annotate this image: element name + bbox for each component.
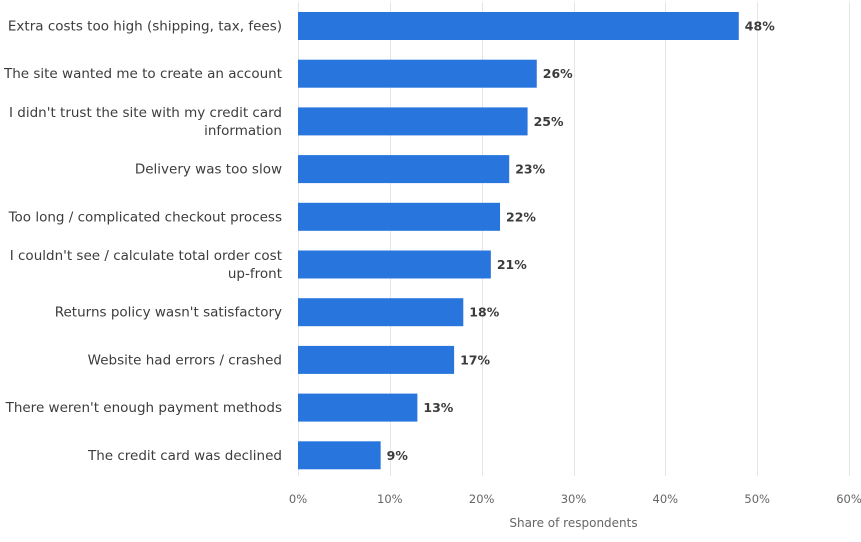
bars: [298, 12, 739, 470]
category-label: I couldn't see / calculate total order c…: [10, 248, 282, 264]
category-label: The site wanted me to create an account: [3, 66, 282, 82]
bar: [298, 107, 528, 136]
bar: [298, 441, 381, 470]
bar-value-label: 9%: [387, 448, 409, 463]
category-label: Website had errors / crashed: [88, 352, 282, 368]
x-tick-label: 60%: [836, 492, 861, 506]
category-label: There weren't enough payment methods: [5, 400, 282, 416]
bar-value-label: 13%: [423, 400, 453, 415]
category-label: Too long / complicated checkout process: [8, 209, 282, 225]
x-tick-label: 40%: [653, 492, 679, 506]
category-label: Delivery was too slow: [135, 162, 282, 178]
category-label: up-front: [228, 266, 282, 282]
bar: [298, 155, 510, 184]
bar: [298, 202, 501, 231]
bar: [298, 345, 455, 374]
x-tick-label: 10%: [377, 492, 403, 506]
category-label: I didn't trust the site with my credit c…: [9, 105, 282, 121]
bar: [298, 393, 418, 422]
bar-value-label: 17%: [460, 352, 490, 367]
bar: [298, 12, 739, 40]
category-label: Extra costs too high (shipping, tax, fee…: [8, 19, 282, 35]
x-axis-ticks: 0% 10% 20% 30% 40% 50% 60%: [289, 492, 861, 506]
bar-value-label: 23%: [515, 162, 545, 177]
category-label: information: [204, 123, 282, 139]
bar-value-label: 26%: [543, 66, 573, 81]
category-label: Returns policy wasn't satisfactory: [55, 305, 282, 321]
bar: [298, 59, 537, 88]
bar: [298, 298, 464, 327]
bar-value-label: 22%: [506, 209, 536, 224]
category-labels: Extra costs too high (shipping, tax, fee…: [3, 19, 282, 464]
x-tick-label: 20%: [469, 492, 495, 506]
x-tick-label: 50%: [744, 492, 770, 506]
value-labels: 48% 26% 25% 23% 22% 21% 18% 17% 13% 9%: [387, 19, 776, 463]
bar-value-label: 48%: [745, 19, 775, 34]
bar-value-label: 18%: [469, 305, 499, 320]
x-tick-label: 30%: [561, 492, 587, 506]
category-label: The credit card was declined: [87, 448, 282, 464]
x-axis-title: Share of respondents: [509, 516, 637, 530]
x-tick-label: 0%: [289, 492, 307, 506]
bar-value-label: 25%: [534, 114, 564, 129]
bar-value-label: 21%: [497, 257, 527, 272]
bar: [298, 250, 491, 279]
